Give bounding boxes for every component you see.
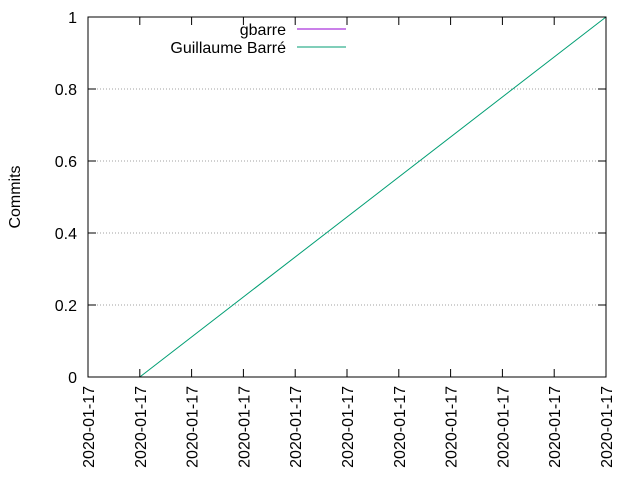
x-tick-label: 2020-01-17: [392, 386, 409, 468]
x-tick-label: 2020-01-17: [236, 386, 253, 468]
y-tick-label: 0: [68, 370, 77, 387]
plot-frame: [87, 16, 607, 378]
x-tick-label: 2020-01-17: [185, 386, 202, 468]
y-tick-label: 0.4: [55, 226, 77, 243]
series-line: [139, 16, 607, 378]
x-tick-label: 2020-01-17: [547, 386, 564, 468]
y-tick-label: 0.8: [55, 82, 77, 99]
x-tick-label: 2020-01-17: [599, 386, 616, 468]
series-lines: [139, 16, 607, 378]
x-axis-ticks: 2020-01-17 2020-01-17 2020-01-17 2020-01-17…: [81, 17, 616, 468]
y-axis-label: Commits: [7, 165, 24, 228]
y-tick-label: 0.6: [55, 154, 77, 171]
x-tick-label: 2020-01-17: [340, 386, 357, 468]
grid-lines: [88, 88, 606, 306]
legend-label: Guillaume Barré: [170, 40, 286, 57]
y-axis-ticks: 0 0.2 0.4 0.6 0.8 1: [55, 10, 606, 387]
legend-label: gbarre: [240, 22, 286, 39]
y-tick-label: 0.2: [55, 298, 77, 315]
x-tick-label: 2020-01-17: [444, 386, 461, 468]
y-tick-label: 1: [68, 10, 77, 27]
x-tick-label: 2020-01-17: [495, 386, 512, 468]
x-tick-label: 2020-01-17: [133, 386, 150, 468]
x-tick-label: 2020-01-17: [81, 386, 98, 468]
x-tick-label: 2020-01-17: [288, 386, 305, 468]
